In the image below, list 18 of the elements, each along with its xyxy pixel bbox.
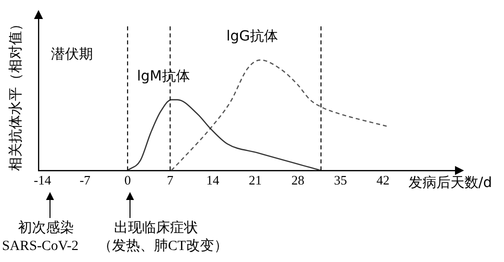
text: SARS-CoV-2 [2,238,79,256]
x-tick-label: 35 [334,172,347,188]
x-tick-label: 7 [166,172,174,188]
y-axis-title: 相关抗体水平（相对值） [8,17,24,172]
x-tick-label: 28 [291,172,304,188]
x-tick-label: -7 [80,172,91,188]
series-label: lgM抗体 [136,68,190,84]
text: 出现临床症状 [114,220,198,238]
series-label: lgG抗体 [226,28,278,45]
annotation: 潜伏期 [50,46,93,63]
text: （发热、肺CT改变） [98,238,228,256]
x-tick-label: 0 [124,172,131,188]
x-tick-label: -14 [34,172,52,188]
text: 初次感染 [18,220,74,238]
x-tick-label: 14 [206,172,220,188]
x-tick-label: 42 [376,172,390,188]
x-axis-title: 发病后天数/d [408,175,492,192]
x-tick-label: 21 [248,172,262,188]
